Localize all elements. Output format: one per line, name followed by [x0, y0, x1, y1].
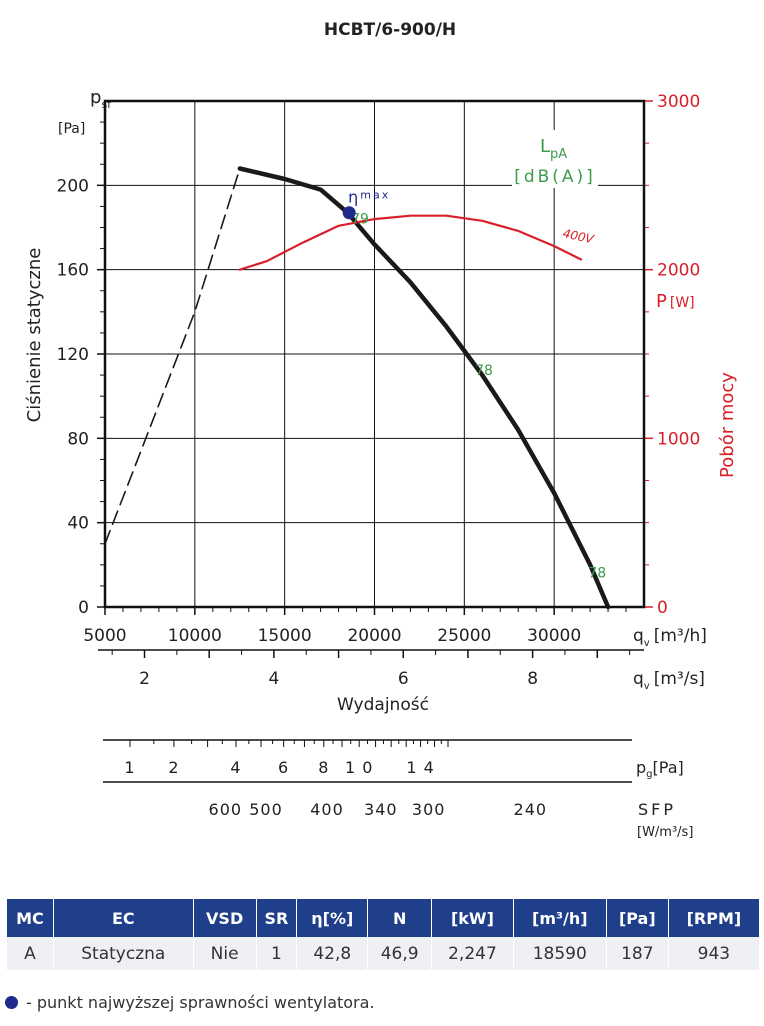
cell-flow: 18590 — [513, 937, 607, 970]
x-tick-label: 25000 — [437, 626, 491, 646]
left-axis-label: Ciśnienie statyczne — [24, 248, 45, 423]
cell-ec: Statyczna — [53, 937, 194, 970]
right-axis-symbol: P [W] — [656, 291, 695, 312]
cell-kw: 2,247 — [431, 937, 514, 970]
footnote-text: - punkt najwyższej sprawności wentylator… — [26, 993, 375, 1012]
lpa-value-label: 79 — [351, 211, 369, 227]
pressure-scale-label: 8 — [318, 758, 329, 777]
lpa-value-label: 78 — [475, 363, 493, 379]
pressure-scale-label: 4 — [230, 758, 241, 777]
left-axis-unit: [Pa] — [58, 121, 85, 137]
right-axis-ticks: 0 1000 2000 3000 — [644, 92, 700, 618]
left-tick-label: 120 — [57, 345, 89, 365]
right-tick-label: 1000 — [657, 429, 700, 449]
x2-tick-label: 2 — [139, 669, 150, 689]
pressure-scale-label: 2 — [168, 758, 179, 777]
series-pressure-line — [237, 166, 611, 610]
lpa-unit: [dB(A)] — [514, 167, 596, 187]
series-pressure-stall-line — [104, 167, 241, 545]
left-axis-symbol: psf — [90, 87, 112, 111]
cell-n: 46,9 — [367, 937, 433, 970]
x2-tick-label: 4 — [268, 669, 279, 689]
x-tick-label: 10000 — [168, 626, 222, 646]
pressure-scale-label: 1 — [124, 758, 135, 777]
pressure-scale: 1 2 4 6 8 1 0 1 4 — [103, 739, 632, 783]
header-mc: MC — [7, 899, 54, 937]
lpa-symbol: LpA — [540, 136, 567, 162]
lpa-label-background — [512, 130, 598, 188]
header-flow: [m³/h] — [513, 899, 607, 937]
x-tick-label: 20000 — [347, 626, 401, 646]
plot-frame — [103, 99, 646, 609]
cell-mc: A — [7, 937, 54, 970]
sfp-tick-label: 300 — [412, 800, 446, 819]
sfp-tick-label: 240 — [514, 800, 548, 819]
sfp-tick-label: 500 — [249, 800, 283, 819]
table-header-row: MC EC VSD SR η[%] N [kW] [m³/h] [Pa] [RP… — [7, 899, 759, 937]
cell-vsd: Nie — [193, 937, 257, 970]
x-tick-label: 15000 — [258, 626, 312, 646]
header-vsd: VSD — [193, 899, 257, 937]
x-axis-label: qv [m³/h] — [633, 626, 707, 649]
header-kw: [kW] — [431, 899, 514, 937]
eta-max-marker — [342, 206, 356, 220]
sfp-label: SFP — [638, 800, 676, 819]
header-rpm: [RPM] — [668, 899, 759, 937]
cell-sr: 1 — [256, 937, 298, 970]
sfp-unit: [W/m³/s] — [637, 825, 693, 840]
lpa-label: LpA [dB(A)] — [512, 130, 598, 188]
right-tick-label: 2000 — [657, 261, 700, 281]
left-tick-label: 200 — [57, 176, 89, 196]
cell-pa: 187 — [606, 937, 669, 970]
x-axis-2-ticks: 2 4 6 8 — [111, 650, 631, 689]
sfp-tick-label: 340 — [364, 800, 398, 819]
series: 400V — [104, 166, 611, 610]
sfp-tick-label: 600 — [209, 800, 243, 819]
chart-title: HCBT/6-900/H — [324, 20, 456, 40]
left-tick-label: 0 — [78, 598, 89, 618]
sfp-tick-label: 400 — [310, 800, 344, 819]
parameters-table: MC EC VSD SR η[%] N [kW] [m³/h] [Pa] [RP… — [7, 899, 759, 970]
eta-max-dot-icon — [5, 996, 18, 1009]
right-tick-label: 3000 — [657, 92, 700, 112]
pressure-scale-label: 6 — [278, 758, 289, 777]
left-tick-label: 160 — [57, 261, 89, 281]
header-n: N — [367, 899, 433, 937]
header-ec: EC — [53, 899, 194, 937]
annotations: 79 78 78 — [351, 211, 606, 581]
x2-tick-label: 8 — [527, 669, 538, 689]
x-axis-ticks: 5000 10000 15000 20000 25000 30000 — [83, 607, 644, 651]
right-axis-label: Pobór mocy — [717, 372, 738, 478]
eta-max-point: η max — [342, 188, 390, 220]
header-pa: [Pa] — [606, 899, 669, 937]
x-tick-label: 30000 — [527, 626, 581, 646]
series-power-label: 400V — [562, 226, 596, 246]
lpa-value-label: 78 — [588, 565, 606, 581]
right-tick-label: 0 — [657, 598, 668, 618]
left-axis-ticks: 0 40 80 120 160 200 — [57, 121, 105, 618]
footnote: - punkt najwyższej sprawności wentylator… — [5, 993, 375, 1012]
header-eta: η[%] — [296, 899, 369, 937]
table-row: A Statyczna Nie 1 42,8 46,9 2,247 18590 … — [7, 937, 759, 970]
pressure-scale-label: 1 0 — [345, 758, 373, 777]
left-tick-label: 40 — [67, 514, 89, 534]
pressure-scale-label: 1 4 — [406, 758, 434, 777]
series-power-line — [238, 214, 583, 271]
left-tick-label: 80 — [67, 429, 89, 449]
x-tick-label: 5000 — [83, 626, 126, 646]
header-sr: SR — [256, 899, 298, 937]
eta-max-label: η max — [348, 188, 390, 207]
cell-eta: 42,8 — [296, 937, 369, 970]
x-axis-2-label: qv [m³/s] — [633, 669, 705, 692]
pressure-scale-label: pg[Pa] — [636, 758, 684, 780]
fan-performance-chart: HCBT/6-900/H LpA [dB(A)] psf [Pa] Ciśnien… — [24, 20, 738, 840]
x2-tick-label: 6 — [398, 669, 409, 689]
sfp-scale: 600 500 400 340 300 240 — [209, 800, 548, 819]
cell-rpm: 943 — [668, 937, 759, 970]
x-axis-2-title: Wydajność — [337, 695, 429, 715]
